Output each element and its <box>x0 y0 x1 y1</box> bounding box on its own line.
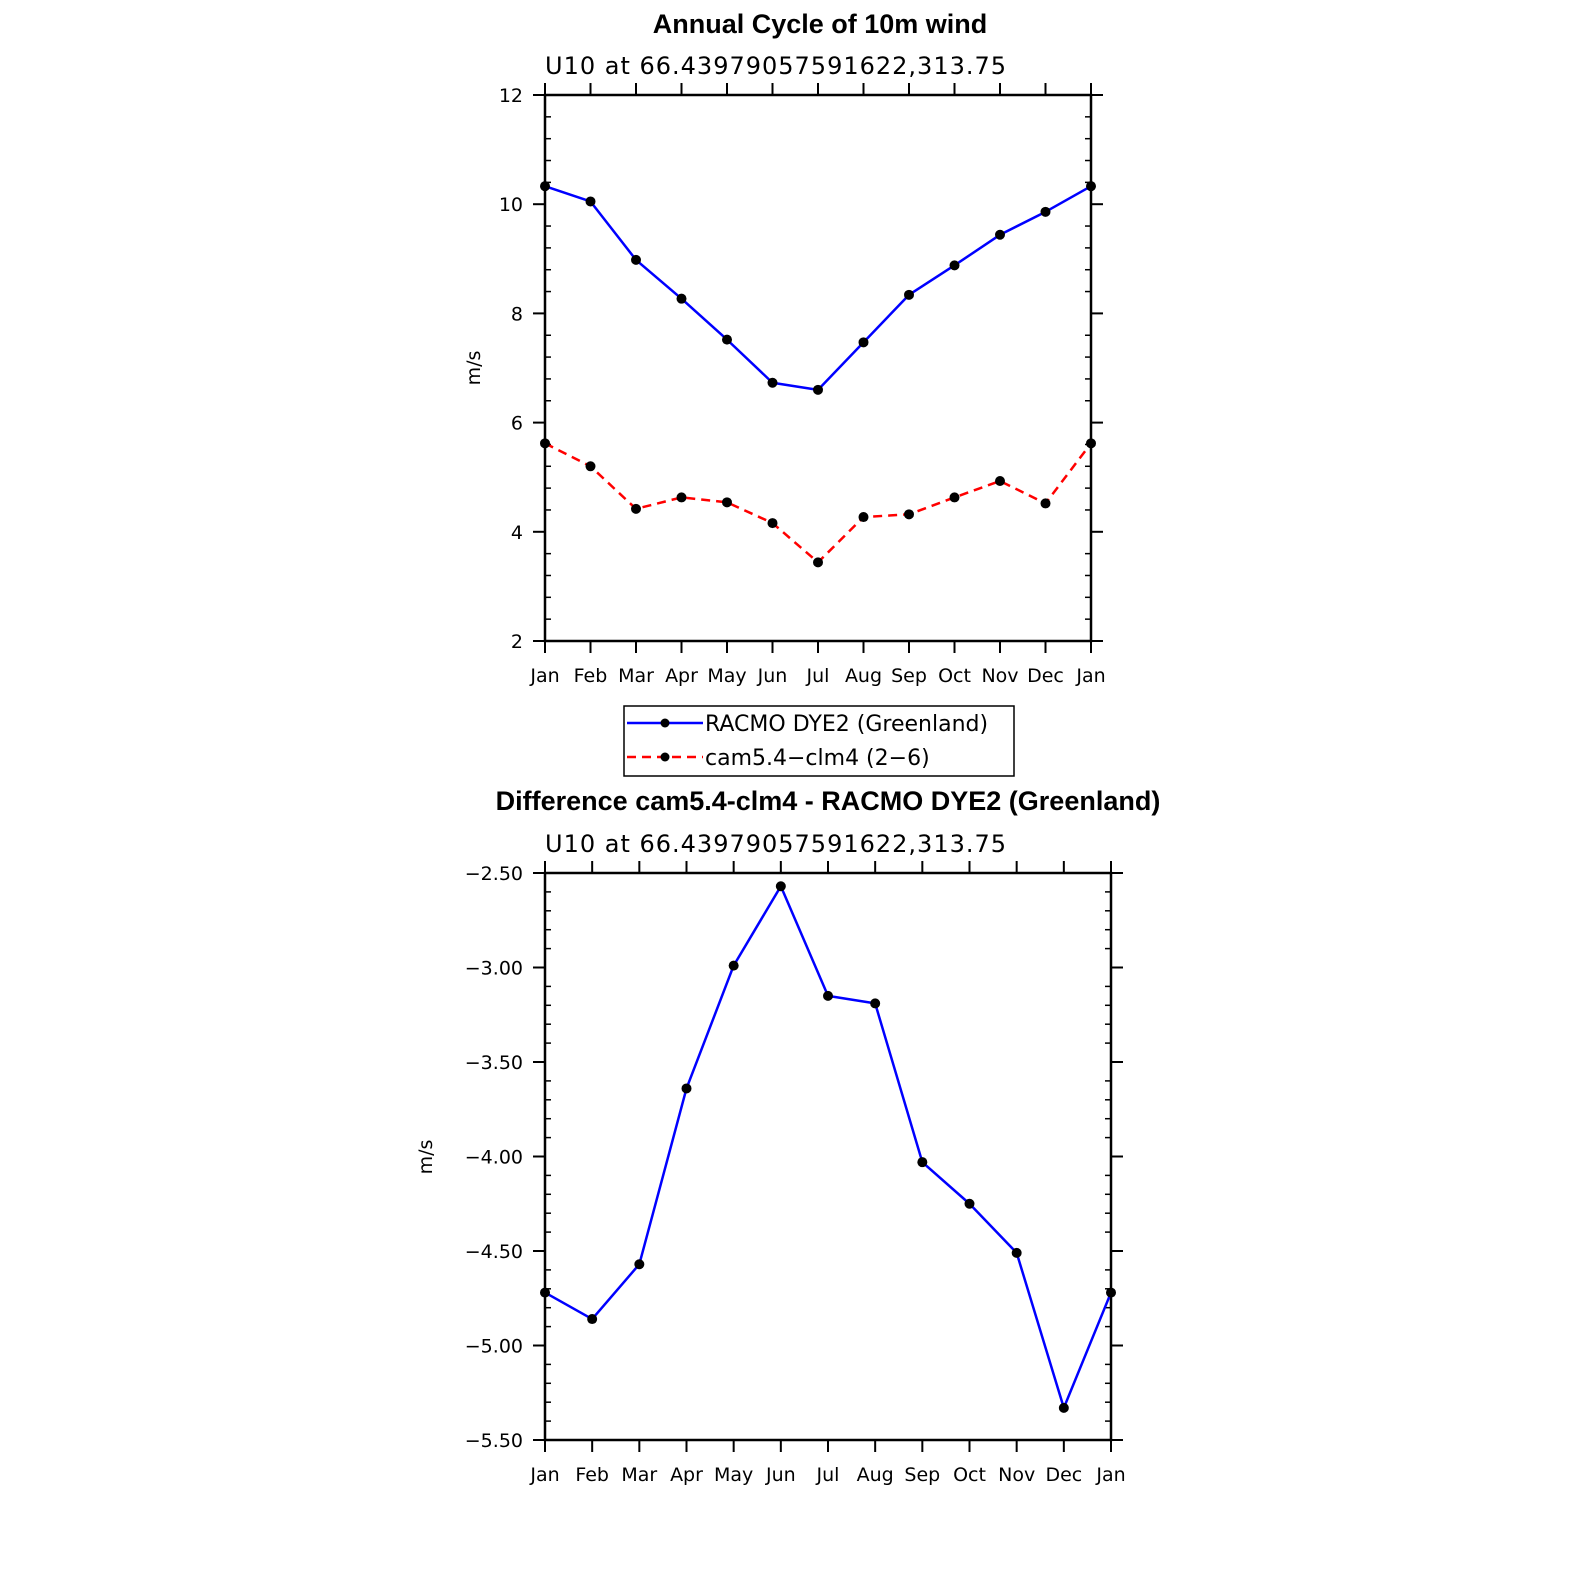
x-tick-label: Jan <box>1075 665 1105 687</box>
legend-marker-cam <box>660 752 670 762</box>
chart-title: Annual Cycle of 10m wind <box>653 9 988 39</box>
data-point <box>917 1157 928 1168</box>
plot-area: 2 4 6 8 10 12 Jan Feb Mar Apr May Jun Jul Aug Sep Oct No… <box>499 83 1106 687</box>
data-point <box>540 181 550 192</box>
chart-subtitle: U10 at 66.43979057591622,313.75 <box>545 830 1007 858</box>
data-point <box>767 377 778 388</box>
data-point <box>870 998 881 1009</box>
x-tick-label: Jun <box>765 1464 796 1486</box>
data-point <box>858 512 869 523</box>
y-tick-label: −3.50 <box>465 1052 523 1074</box>
chart-title: Difference cam5.4-clm4 - RACMO DYE2 (Gre… <box>496 786 1161 816</box>
series-line-0 <box>544 184 1092 392</box>
x-tick-label: Nov <box>998 1464 1035 1486</box>
y-tick-label: −2.50 <box>465 863 523 885</box>
plot-area: −5.50 −5.00 −4.50 −4.00 −3.50 −3.00 −2.50 Jan Fe… <box>465 861 1126 1486</box>
x-tick-label: Jul <box>806 665 830 687</box>
data-point <box>904 289 914 300</box>
x-tick-label: Feb <box>574 665 608 687</box>
data-point <box>676 293 687 304</box>
data-point <box>995 476 1005 487</box>
chart-subtitle: U10 at 66.43979057591622,313.75 <box>545 52 1007 80</box>
series-line-1 <box>544 442 1092 564</box>
data-point <box>681 1083 692 1094</box>
x-tick-label: Jan <box>1095 1464 1125 1486</box>
data-point <box>1011 1247 1022 1258</box>
x-tick-label: Sep <box>904 1464 940 1486</box>
data-point <box>1040 206 1051 217</box>
annual-cycle-panel: Annual Cycle of 10m wind U10 at 66.43979… <box>463 9 1106 687</box>
data-point <box>722 497 732 508</box>
x-tick-label: Oct <box>953 1464 986 1486</box>
y-tick-label: 2 <box>511 631 523 653</box>
legend-entry-racmo: RACMO DYE2 (Greenland) <box>705 712 988 737</box>
y-tick-label: 4 <box>511 522 523 544</box>
y-tick-label: −5.00 <box>465 1336 523 1358</box>
y-tick-label: 10 <box>499 194 523 216</box>
y-axis-label: m/s <box>463 351 485 386</box>
data-point <box>858 337 869 348</box>
data-point <box>634 1259 645 1270</box>
data-point <box>823 990 833 1001</box>
x-tick-label: Jun <box>757 665 788 687</box>
data-point <box>813 384 823 395</box>
data-point <box>722 334 732 345</box>
x-tick-label: Jul <box>816 1464 840 1486</box>
data-point <box>904 509 914 520</box>
data-point <box>540 1287 550 1298</box>
series-line-0 <box>544 884 1113 1410</box>
x-tick-label: Apr <box>665 665 698 687</box>
x-tick-label: Dec <box>1045 1464 1082 1486</box>
x-tick-label: Feb <box>575 1464 609 1486</box>
data-point <box>813 557 823 568</box>
data-point <box>995 229 1005 240</box>
x-tick-label: Jan <box>529 1464 559 1486</box>
data-point <box>1106 1287 1116 1298</box>
y-tick-label: −4.00 <box>465 1147 523 1169</box>
x-tick-label: Oct <box>938 665 971 687</box>
y-tick-label: 6 <box>511 413 523 435</box>
data-point <box>587 1314 598 1325</box>
data-point <box>1086 181 1096 192</box>
data-point <box>728 960 739 971</box>
plot-frame <box>543 871 1113 1442</box>
data-point <box>585 461 596 472</box>
data-point <box>1058 1402 1069 1413</box>
legend-marker-racmo <box>660 718 670 728</box>
x-tick-label: May <box>714 1464 753 1486</box>
data-point <box>775 881 786 892</box>
x-tick-label: Aug <box>845 665 882 687</box>
x-tick-label: Nov <box>981 665 1018 687</box>
x-tick-label: Jan <box>529 665 559 687</box>
data-point <box>1086 438 1096 449</box>
difference-panel: Difference cam5.4-clm4 - RACMO DYE2 (Gre… <box>415 786 1160 1486</box>
x-tick-label: Aug <box>857 1464 894 1486</box>
legend-entry-cam: cam5.4−clm4 (2−6) <box>705 746 930 771</box>
y-axis-label: m/s <box>415 1140 437 1175</box>
x-tick-label: Apr <box>670 1464 703 1486</box>
data-point <box>1040 498 1051 509</box>
x-tick-label: May <box>707 665 746 687</box>
x-tick-label: Sep <box>891 665 927 687</box>
data-point <box>676 492 687 503</box>
data-point <box>767 518 778 529</box>
data-point <box>540 438 550 449</box>
y-tick-label: −3.00 <box>465 958 523 980</box>
data-point <box>585 196 596 207</box>
data-point <box>964 1198 975 1209</box>
x-tick-label: Mar <box>618 665 654 687</box>
y-tick-label: −5.50 <box>465 1430 523 1452</box>
legend-box <box>623 705 1015 777</box>
y-tick-label: 8 <box>511 303 523 325</box>
data-point <box>949 492 960 503</box>
data-point <box>631 254 641 265</box>
data-point <box>949 260 960 271</box>
legend: RACMO DYE2 (Greenland) cam5.4−clm4 (2−6) <box>623 705 1015 777</box>
x-tick-label: Mar <box>621 1464 657 1486</box>
y-tick-label: −4.50 <box>465 1241 523 1263</box>
y-tick-label: 12 <box>499 85 523 107</box>
x-tick-label: Dec <box>1027 665 1064 687</box>
data-point <box>631 503 641 514</box>
